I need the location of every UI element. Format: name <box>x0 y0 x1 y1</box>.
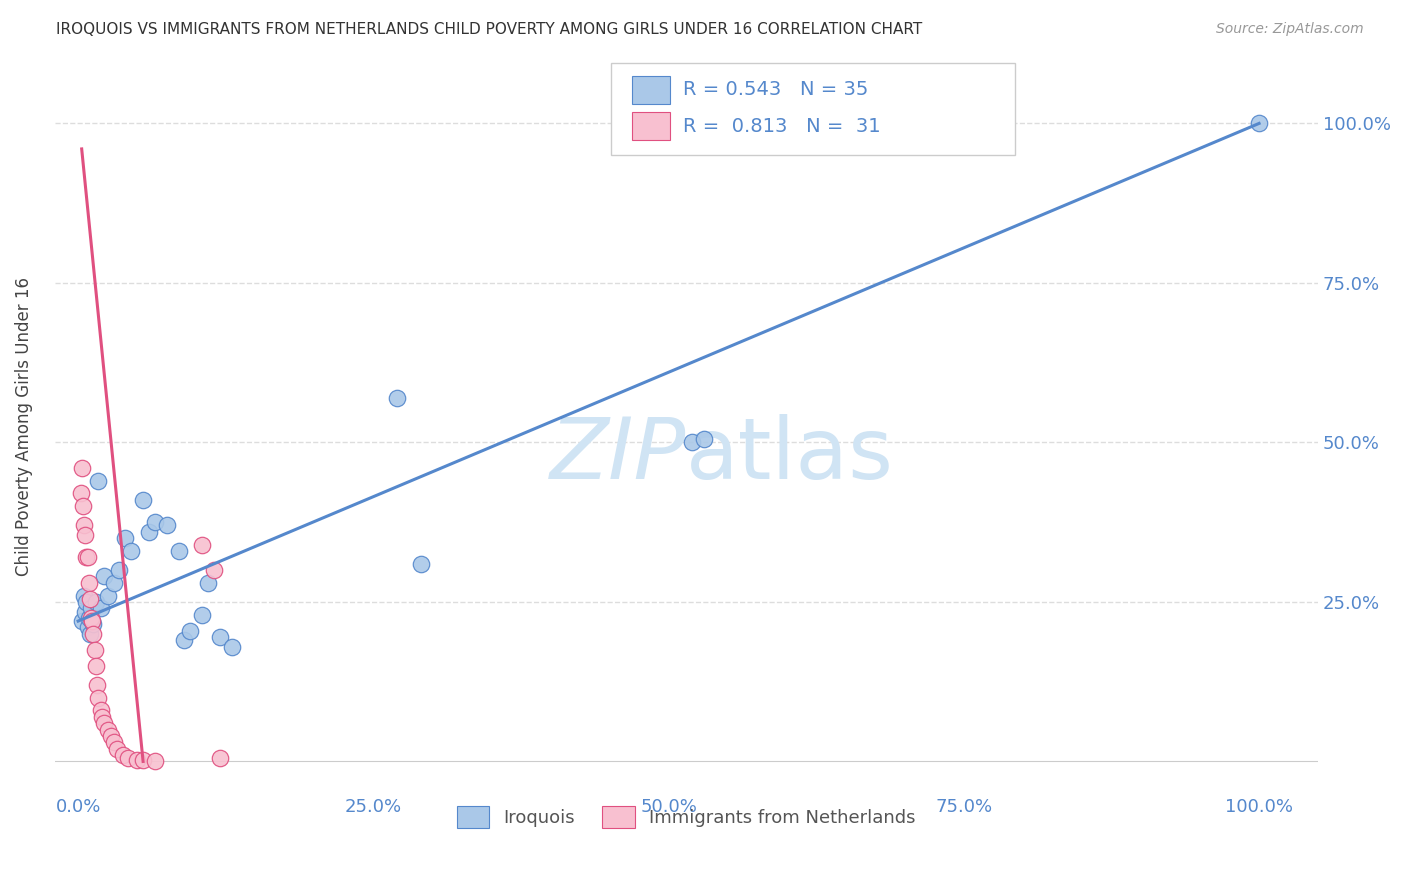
Point <box>90 710 112 724</box>
Point <box>132 753 155 767</box>
Point <box>173 633 195 648</box>
Point <box>208 751 231 765</box>
Point <box>693 432 716 446</box>
Point <box>191 607 214 622</box>
Point <box>97 723 120 737</box>
Point <box>409 557 432 571</box>
Point <box>76 550 98 565</box>
Point <box>75 605 97 619</box>
Text: atlas: atlas <box>686 414 894 498</box>
Point <box>87 474 110 488</box>
Point <box>72 500 94 514</box>
Point <box>86 678 108 692</box>
Point <box>191 537 214 551</box>
Point <box>82 614 104 628</box>
Point <box>79 591 101 606</box>
Point <box>127 752 149 766</box>
Point <box>75 528 97 542</box>
Point <box>84 595 107 609</box>
Point <box>197 575 219 590</box>
Point <box>105 741 128 756</box>
Point <box>80 601 103 615</box>
Point <box>385 391 408 405</box>
Point <box>100 729 122 743</box>
Point <box>103 735 125 749</box>
Point <box>70 461 93 475</box>
Point <box>103 575 125 590</box>
Legend: Iroquois, Immigrants from Netherlands: Iroquois, Immigrants from Netherlands <box>450 799 924 836</box>
Point <box>83 642 105 657</box>
Point <box>77 575 100 590</box>
Point <box>208 630 231 644</box>
Bar <box>633 76 669 103</box>
Text: Source: ZipAtlas.com: Source: ZipAtlas.com <box>1216 22 1364 37</box>
Point <box>73 589 96 603</box>
Point <box>114 531 136 545</box>
Point <box>84 658 107 673</box>
Point <box>80 611 103 625</box>
Point <box>108 563 131 577</box>
Point <box>79 627 101 641</box>
Point <box>76 620 98 634</box>
Point <box>77 611 100 625</box>
Point <box>75 550 97 565</box>
Point <box>111 747 134 762</box>
FancyBboxPatch shape <box>610 63 1015 155</box>
Point <box>179 624 201 638</box>
Point <box>70 614 93 628</box>
Point <box>82 614 104 628</box>
Point <box>221 640 243 654</box>
Point <box>167 544 190 558</box>
Point <box>93 569 115 583</box>
Point <box>681 435 703 450</box>
Point <box>82 617 104 632</box>
Point <box>156 518 179 533</box>
Point <box>202 563 225 577</box>
Point <box>143 515 166 529</box>
Text: R = 0.543   N = 35: R = 0.543 N = 35 <box>682 80 868 99</box>
Y-axis label: Child Poverty Among Girls Under 16: Child Poverty Among Girls Under 16 <box>15 277 32 576</box>
Point <box>69 486 91 500</box>
Point <box>97 589 120 603</box>
Point <box>138 524 160 539</box>
Point <box>132 492 155 507</box>
Bar <box>633 112 669 140</box>
Point <box>87 690 110 705</box>
Point <box>93 716 115 731</box>
Point <box>73 518 96 533</box>
Text: R =  0.813   N =  31: R = 0.813 N = 31 <box>682 117 880 136</box>
Point <box>143 754 166 768</box>
Point <box>90 703 112 717</box>
Point <box>90 601 112 615</box>
Point <box>1249 116 1271 130</box>
Point <box>117 751 139 765</box>
Text: IROQUOIS VS IMMIGRANTS FROM NETHERLANDS CHILD POVERTY AMONG GIRLS UNDER 16 CORRE: IROQUOIS VS IMMIGRANTS FROM NETHERLANDS … <box>56 22 922 37</box>
Point <box>75 595 97 609</box>
Point <box>82 627 104 641</box>
Point <box>120 544 142 558</box>
Text: ZIP: ZIP <box>550 414 686 498</box>
